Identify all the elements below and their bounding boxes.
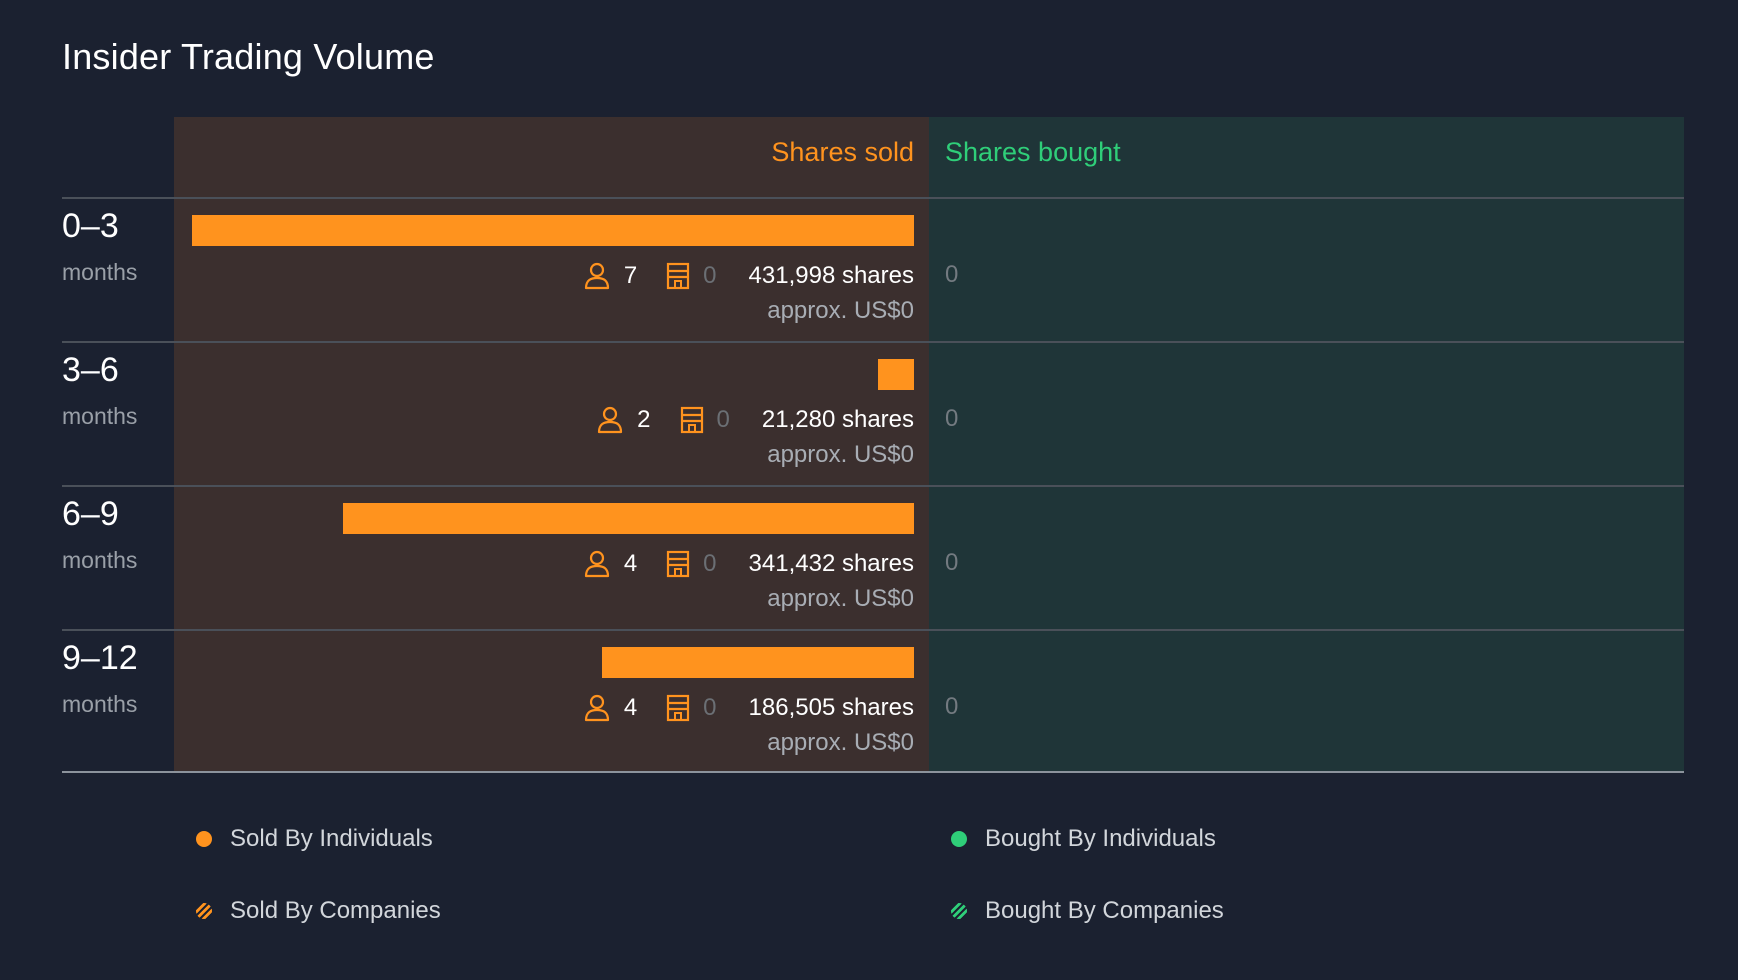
building-icon xyxy=(667,550,690,578)
individuals-count: 4 xyxy=(623,550,638,577)
period-label: 9–12 xyxy=(62,639,138,677)
person-icon xyxy=(584,262,609,290)
period-row: 0–3 months 7 0 431,998 shares approx. US$0 0 xyxy=(62,199,1684,343)
sold-shares-label: 431,998 shares xyxy=(748,262,914,289)
sold-stats: 2 0 21,280 shares xyxy=(597,403,914,437)
sold-approx-value: approx. US$0 xyxy=(767,729,914,756)
legend-item: Bought By Companies xyxy=(951,897,1224,925)
legend-item: Sold By Individuals xyxy=(196,825,433,853)
period-unit-label: months xyxy=(62,259,138,285)
period-label: 0–3 xyxy=(62,207,119,245)
header-divider xyxy=(62,197,1684,199)
period-label: 6–9 xyxy=(62,495,119,533)
page-title: Insider Trading Volume xyxy=(62,36,435,77)
dot-icon xyxy=(951,831,967,847)
sold-shares-label: 341,432 shares xyxy=(748,550,914,577)
person-icon xyxy=(598,406,623,434)
row-divider xyxy=(62,485,1684,487)
bought-value-label: 0 xyxy=(945,549,959,576)
sold-stats: 7 0 431,998 shares xyxy=(584,259,914,293)
period-unit-label: months xyxy=(62,403,138,429)
companies-count: 0 xyxy=(703,262,717,289)
row-divider xyxy=(62,629,1684,631)
sold-stats: 4 0 186,505 shares xyxy=(584,691,914,725)
period-row: 3–6 months 2 0 21,280 shares approx. US$0 0 xyxy=(62,343,1684,487)
sold-shares-label: 186,505 shares xyxy=(748,694,914,721)
bought-value-label: 0 xyxy=(945,405,959,432)
sold-approx-value: approx. US$0 xyxy=(767,297,914,324)
legend-label: Bought By Individuals xyxy=(985,825,1216,852)
hatched-dot-icon xyxy=(951,903,967,919)
person-icon xyxy=(584,694,609,722)
sold-bar xyxy=(343,503,914,534)
period-label: 3–6 xyxy=(62,351,119,389)
sold-bar xyxy=(602,647,914,678)
dot-icon xyxy=(196,831,212,847)
sold-bar xyxy=(192,215,914,246)
bought-value-label: 0 xyxy=(945,261,959,288)
legend-item: Bought By Individuals xyxy=(951,825,1216,853)
companies-count: 0 xyxy=(703,694,717,721)
building-icon xyxy=(680,406,703,434)
sold-approx-value: approx. US$0 xyxy=(767,441,914,468)
legend-label: Sold By Companies xyxy=(230,897,441,924)
individuals-count: 2 xyxy=(637,406,651,433)
individuals-count: 7 xyxy=(623,262,638,289)
chart-bottom-axis xyxy=(62,771,1684,773)
building-icon xyxy=(667,262,690,290)
period-unit-label: months xyxy=(62,547,138,573)
sold-stats: 4 0 341,432 shares xyxy=(584,547,914,581)
person-icon xyxy=(584,550,609,578)
companies-count: 0 xyxy=(716,406,730,433)
building-icon xyxy=(667,694,690,722)
row-divider xyxy=(62,341,1684,343)
shares-sold-header: Shares sold xyxy=(771,137,914,167)
legend-label: Sold By Individuals xyxy=(230,825,433,852)
period-unit-label: months xyxy=(62,691,138,717)
legend-item: Sold By Companies xyxy=(196,897,441,925)
insider-trading-chart: Shares sold Shares bought 0–3 months 7 0 431… xyxy=(62,117,1684,773)
period-row: 6–9 months 4 0 341,432 shares approx. US$0 0 xyxy=(62,487,1684,631)
hatched-dot-icon xyxy=(196,903,212,919)
bought-column-background xyxy=(929,117,1684,772)
bought-value-label: 0 xyxy=(945,693,959,720)
individuals-count: 4 xyxy=(623,694,638,721)
sold-bar xyxy=(878,359,914,390)
legend-label: Bought By Companies xyxy=(985,897,1224,924)
sold-approx-value: approx. US$0 xyxy=(767,585,914,612)
companies-count: 0 xyxy=(703,550,717,577)
period-row: 9–12 months 4 0 186,505 shares approx. US$0 0 xyxy=(62,631,1684,775)
sold-shares-label: 21,280 shares xyxy=(761,406,914,433)
shares-bought-header: Shares bought xyxy=(945,137,1121,167)
